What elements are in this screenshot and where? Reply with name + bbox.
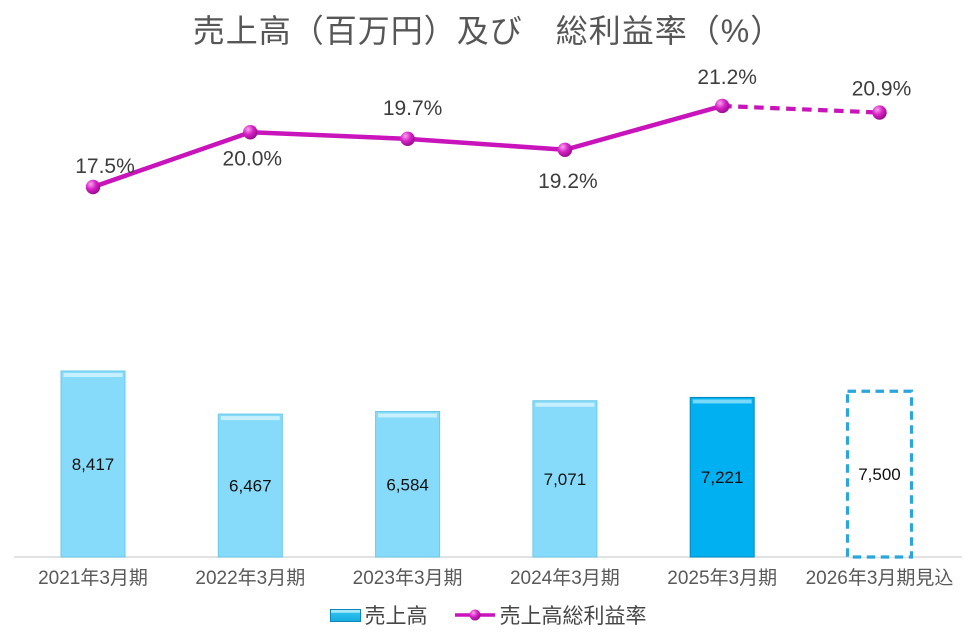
- line-marker: [872, 105, 887, 120]
- bar: [532, 400, 598, 558]
- bar-value-label: 6,467: [229, 477, 272, 496]
- line-marker: [243, 125, 258, 140]
- x-axis-label: 2023年3月期: [353, 567, 463, 589]
- bar-value-label: 7,221: [701, 468, 744, 487]
- line-value-label: 19.7%: [383, 97, 443, 120]
- legend-label-margin: 売上高総利益率: [499, 605, 647, 628]
- line-value-label: 20.9%: [852, 78, 912, 101]
- bar-value-label: 7,500: [858, 465, 901, 484]
- x-axis-label: 2021年3月期: [38, 567, 148, 589]
- line-value-label: 21.2%: [697, 66, 757, 89]
- line-marker: [557, 142, 573, 157]
- line-marker: [400, 131, 415, 147]
- bar-value-label: 8,417: [72, 455, 115, 474]
- line-value-label: 17.5%: [75, 155, 135, 178]
- bar-highlight: [689, 396, 755, 558]
- bar-value-label: 6,584: [386, 475, 429, 494]
- bar: [60, 370, 126, 558]
- bar-bevel: [63, 373, 123, 377]
- bar: [375, 411, 441, 558]
- chart-title: 売上高（百万円）及び 総利益率（%）: [192, 13, 784, 49]
- line-value-label: 19.2%: [538, 170, 598, 193]
- bar-value-label: 7,071: [544, 470, 587, 489]
- line-marker: [85, 179, 101, 195]
- line-series-swatch-icon: [454, 609, 495, 621]
- x-axis-label: 2026年3月期見込: [806, 567, 954, 589]
- bar-series-swatch-icon: [329, 608, 361, 622]
- bar-bevel: [535, 402, 595, 407]
- x-axis-label: 2024年3月期: [510, 567, 620, 589]
- legend-label-sales: 売上高: [364, 605, 428, 628]
- line-value-label: 20.0%: [223, 147, 283, 170]
- bar-forecast: [845, 389, 914, 559]
- margin-line-forecast: [722, 103, 880, 115]
- chart-legend: 売上高 売上高総利益率: [0, 600, 976, 630]
- line-marker: [715, 98, 730, 114]
- bar-bevel: [378, 413, 438, 418]
- bar-bevel: [692, 399, 752, 404]
- legend-item-sales: 売上高: [329, 600, 428, 630]
- legend-item-margin: 売上高総利益率: [454, 600, 647, 630]
- bar: [217, 413, 283, 558]
- bar-bevel: [220, 416, 280, 421]
- x-axis-label: 2022年3月期: [195, 567, 305, 589]
- x-axis-label: 2025年3月期: [667, 567, 777, 589]
